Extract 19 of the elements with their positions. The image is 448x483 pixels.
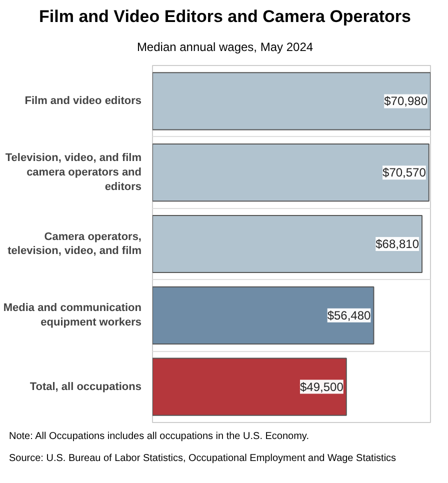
data-label: $68,810 — [376, 237, 420, 252]
data-label: $49,500 — [300, 380, 344, 394]
data-label: $56,480 — [327, 308, 372, 323]
y-tick-label: Total, all occupations — [30, 381, 142, 394]
bar — [152, 215, 422, 274]
bar — [152, 144, 430, 202]
bar — [152, 72, 430, 131]
bar — [152, 286, 374, 345]
chart-title: Film and Video Editors and Camera Operators — [39, 6, 411, 28]
bar — [152, 358, 347, 416]
chart-subtitle: Median annual wages, May 2024 — [136, 39, 314, 56]
y-tick-label: Television, video, and film camera operators and editors — [5, 152, 142, 194]
y-tick-label: Media and communication equipment workers — [3, 302, 142, 330]
source-note: Source: U.S. Bureau of Labor Statistics, Occupational Employment and Wage Statistics — [9, 453, 396, 466]
text: Note: All Occupations includes all occupations in the U.S. Economy. — [9, 431, 309, 444]
data-label: $70,570 — [382, 166, 426, 180]
y-tick-label: Camera operators, television, video, and film — [8, 231, 142, 258]
data-label: $70,980 — [384, 94, 428, 109]
y-tick-label: Film and video editors — [24, 96, 142, 108]
